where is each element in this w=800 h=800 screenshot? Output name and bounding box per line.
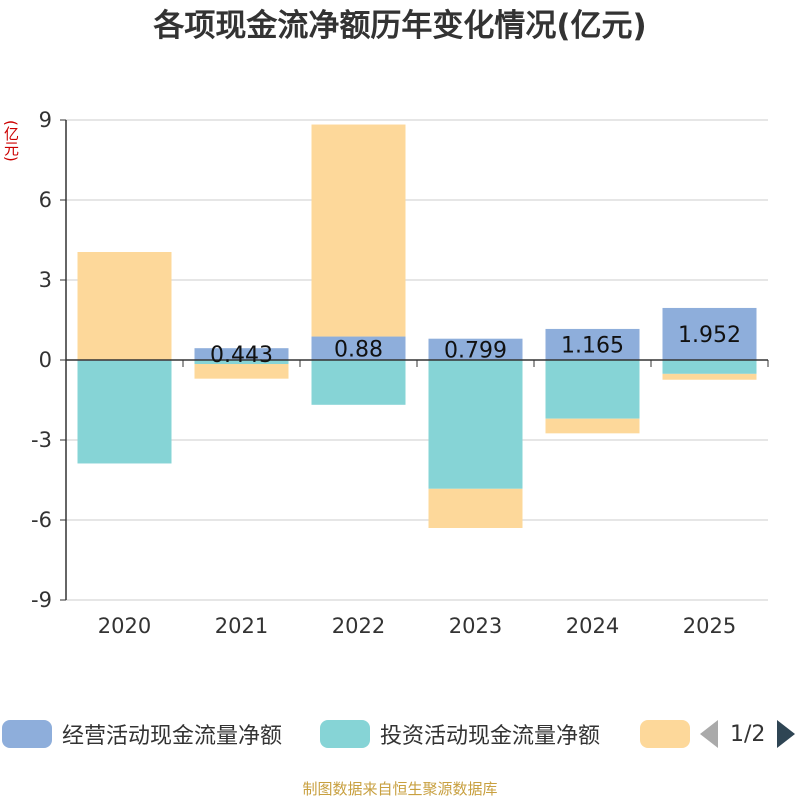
bar-investing: [545, 360, 640, 419]
y-tick-label: 0: [39, 348, 52, 372]
y-tick-label: -3: [31, 428, 52, 452]
bar-financing: [77, 252, 172, 360]
bar-financing: [311, 124, 406, 337]
data-label: 0.443: [210, 343, 273, 368]
bar-operating: [545, 328, 640, 360]
x-tick-label: 2022: [332, 614, 385, 638]
bar-operating: [428, 338, 523, 360]
data-label: 0.799: [444, 338, 507, 363]
y-axis-label: (亿元): [2, 120, 20, 162]
bar-financing: [545, 418, 640, 434]
bar-operating: [662, 307, 757, 360]
legend-swatch-financing: [640, 720, 690, 748]
data-label: 0.88: [334, 337, 383, 362]
y-tick-label: 3: [39, 268, 52, 292]
x-tick-label: 2025: [683, 614, 736, 638]
y-tick-label: -9: [31, 588, 52, 612]
legend: 经营活动现金流量净额 投资活动现金流量净额 1/2: [0, 712, 800, 756]
legend-prev-icon[interactable]: [700, 720, 718, 748]
bar-investing: [194, 360, 289, 364]
legend-swatch-operating: [2, 720, 52, 748]
legend-pager: 1/2: [700, 712, 796, 756]
legend-item-operating[interactable]: 经营活动现金流量净额: [2, 712, 282, 756]
y-tick-label: 9: [39, 108, 52, 132]
x-tick-label: 2024: [566, 614, 619, 638]
bar-investing: [77, 360, 172, 464]
bar-investing: [428, 360, 523, 489]
legend-page-indicator: 1/2: [730, 721, 766, 747]
bar-investing: [311, 360, 406, 405]
legend-label-operating: 经营活动现金流量净额: [62, 724, 283, 749]
x-tick-label: 2021: [215, 614, 268, 638]
legend-next-icon[interactable]: [777, 720, 796, 748]
bar-financing: [662, 373, 757, 380]
data-label: 1.165: [561, 333, 624, 358]
x-tick-label: 2020: [98, 614, 151, 638]
y-tick-label: 6: [39, 188, 52, 212]
legend-item-investing[interactable]: 投资活动现金流量净额: [320, 712, 600, 756]
x-tick-label: 2023: [449, 614, 502, 638]
bar-operating: [194, 348, 289, 360]
y-tick-label: -6: [31, 508, 52, 532]
bar-financing: [194, 364, 289, 379]
legend-label-investing: 投资活动现金流量净额: [380, 724, 601, 749]
legend-swatch-investing: [320, 720, 370, 748]
bar-financing: [428, 488, 523, 528]
chart-area: 9 6 3 0 -3 -6 -9 2020 2021 2022 2023 2024 2025 0.443 0…: [31, 108, 769, 638]
data-label: 1.952: [678, 323, 741, 348]
bar-operating: [311, 336, 406, 360]
chart-title: 各项现金流净额历年变化情况(亿元): [153, 8, 647, 44]
bar-investing: [662, 360, 757, 374]
source-note: 制图数据来自恒生聚源数据库: [302, 780, 498, 798]
legend-item-financing[interactable]: [640, 712, 700, 756]
